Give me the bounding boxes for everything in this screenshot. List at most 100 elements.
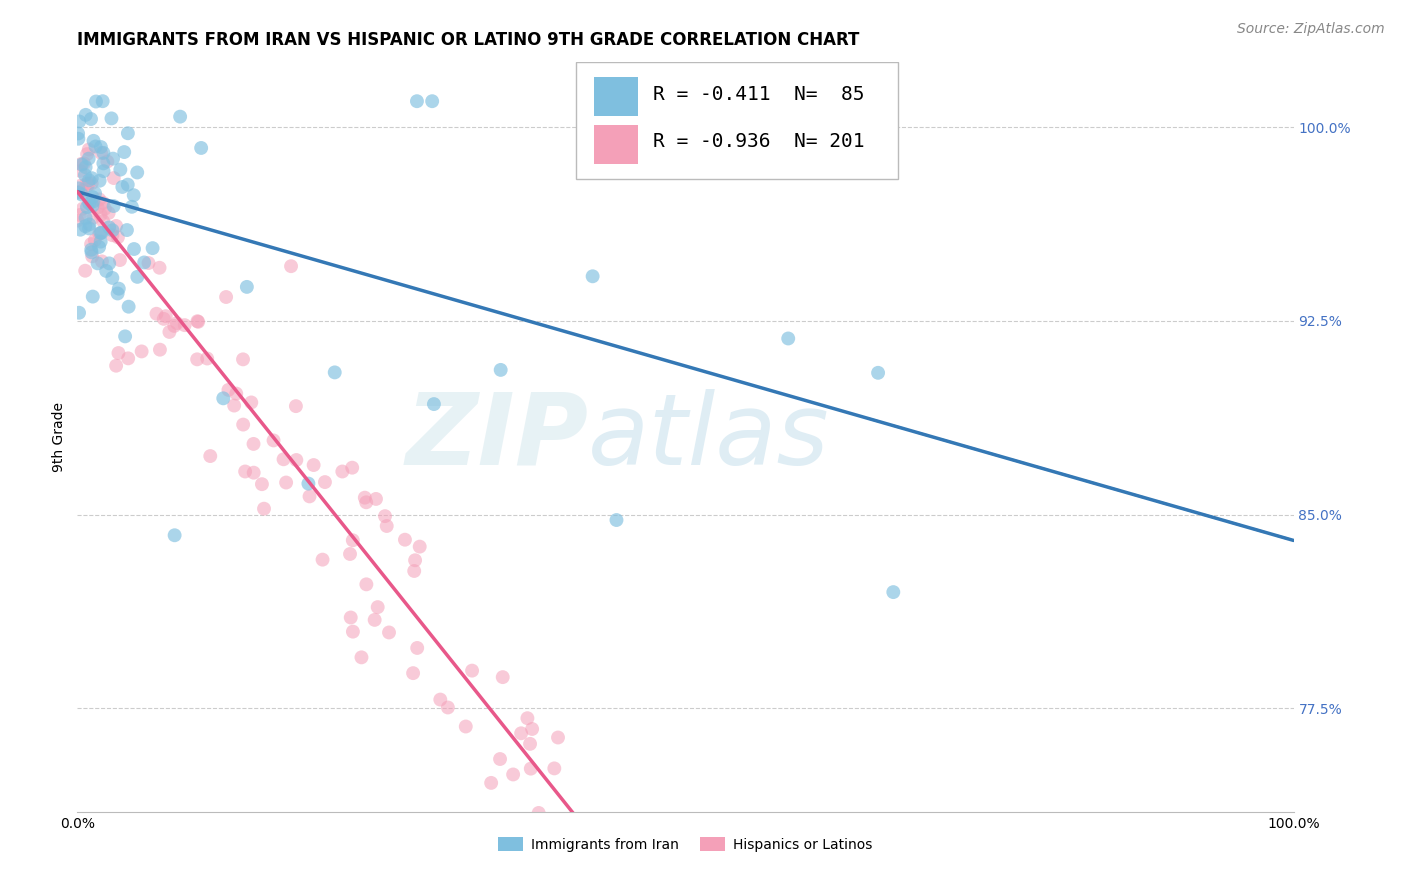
Point <box>77 196 100 211</box>
Point <box>142 241 165 255</box>
Point <box>882 585 904 599</box>
Point <box>250 477 273 491</box>
Point <box>145 307 167 321</box>
Point <box>127 269 149 284</box>
Point <box>82 190 104 204</box>
Point <box>89 193 111 207</box>
Point <box>868 366 890 380</box>
Point <box>155 309 177 323</box>
FancyBboxPatch shape <box>576 62 898 178</box>
Point <box>80 237 103 252</box>
Point <box>454 719 477 733</box>
Point <box>339 547 361 561</box>
Point <box>186 314 208 328</box>
Point <box>84 139 107 153</box>
Point <box>127 165 149 179</box>
Point <box>73 156 96 170</box>
Point <box>200 449 222 463</box>
Point <box>77 143 100 157</box>
Point <box>253 501 276 516</box>
Point <box>76 200 98 214</box>
Point <box>169 110 191 124</box>
Point <box>374 509 396 524</box>
Point <box>131 344 153 359</box>
Point <box>543 761 565 775</box>
Point <box>461 664 484 678</box>
Point <box>89 240 111 254</box>
Point <box>90 145 112 160</box>
Point <box>121 200 143 214</box>
Text: ZIP: ZIP <box>405 389 588 485</box>
Point <box>82 249 104 263</box>
Point <box>111 180 134 194</box>
Point <box>510 726 533 740</box>
Point <box>285 453 308 467</box>
Point <box>69 222 91 236</box>
Point <box>623 840 645 855</box>
Point <box>91 94 114 108</box>
Point <box>117 351 139 366</box>
Point <box>80 112 103 126</box>
Point <box>70 178 93 193</box>
Point <box>149 343 172 357</box>
Point <box>152 311 174 326</box>
Point <box>242 437 264 451</box>
Point <box>89 227 111 241</box>
Point <box>91 195 114 210</box>
Point <box>378 625 401 640</box>
Point <box>103 199 125 213</box>
Point <box>224 399 246 413</box>
Point <box>75 211 97 225</box>
Point <box>311 552 333 566</box>
Point <box>97 206 120 220</box>
Point <box>342 460 364 475</box>
Point <box>354 495 377 509</box>
Point <box>406 640 429 655</box>
Point <box>173 318 195 333</box>
Point <box>134 255 156 269</box>
Point <box>429 692 451 706</box>
Point <box>263 434 285 448</box>
Point <box>302 458 325 472</box>
Point <box>75 264 97 278</box>
Point <box>157 325 180 339</box>
Point <box>232 417 254 432</box>
Point <box>70 187 93 202</box>
Point <box>107 346 129 360</box>
Point <box>297 476 319 491</box>
Point <box>778 331 800 345</box>
Point <box>117 126 139 140</box>
Point <box>186 352 208 367</box>
Point <box>190 141 212 155</box>
Point <box>520 722 543 736</box>
Point <box>406 94 429 108</box>
Point <box>89 174 111 188</box>
Point <box>356 577 378 591</box>
Point <box>69 164 91 178</box>
Point <box>75 160 97 174</box>
Point <box>163 318 186 333</box>
Point <box>89 226 111 240</box>
Point <box>404 564 426 578</box>
Point <box>107 230 129 244</box>
Point <box>437 700 460 714</box>
Point <box>100 112 122 126</box>
Point <box>274 475 297 490</box>
Point <box>77 176 100 190</box>
Point <box>86 201 108 215</box>
Point <box>114 329 136 343</box>
Point <box>73 168 96 182</box>
Point <box>67 114 90 128</box>
Point <box>101 223 124 237</box>
Point <box>90 226 112 240</box>
Point <box>93 164 115 178</box>
Point <box>280 259 302 273</box>
Point <box>527 805 550 820</box>
Point <box>232 352 254 367</box>
Point <box>98 256 121 270</box>
Point <box>122 188 145 202</box>
Point <box>598 821 620 835</box>
Point <box>163 528 186 542</box>
Point <box>82 199 104 213</box>
Point <box>240 395 263 409</box>
